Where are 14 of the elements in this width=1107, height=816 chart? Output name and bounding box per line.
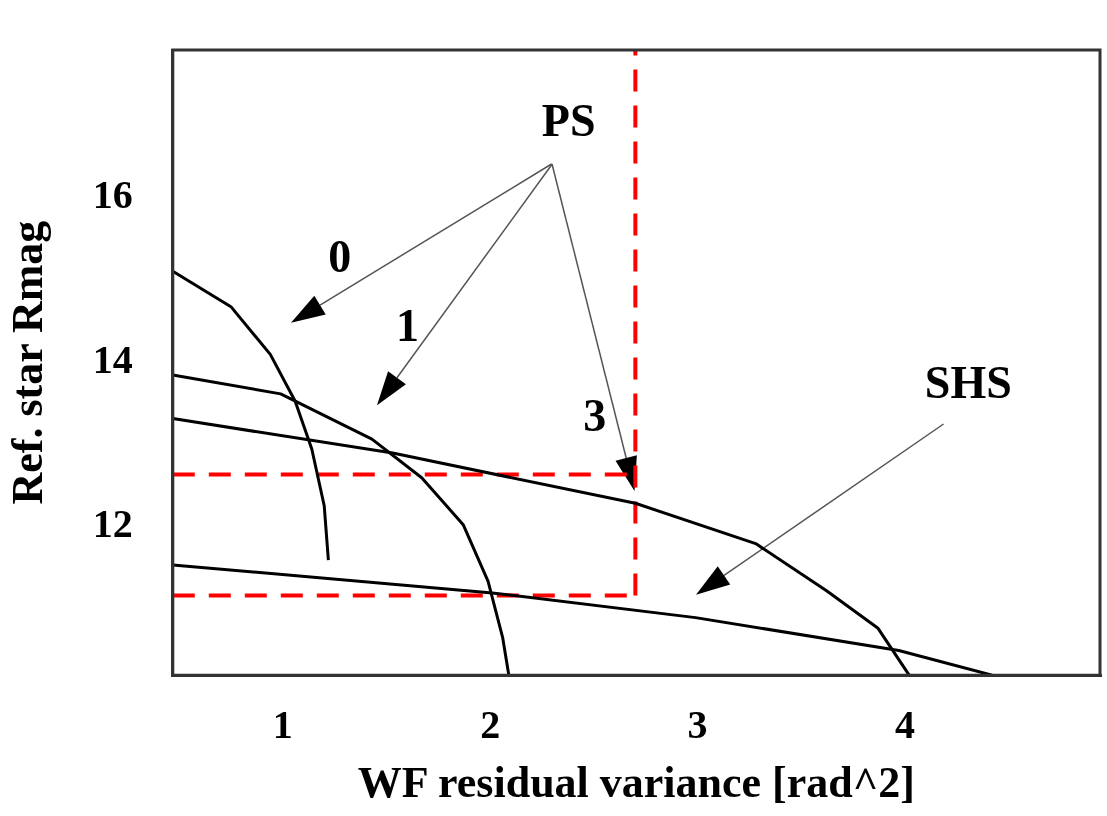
y-tick-label: 16	[92, 172, 133, 218]
annotation: 0	[328, 230, 352, 282]
annotation: SHS	[924, 357, 1012, 409]
x-tick-label: 2	[480, 701, 501, 747]
x-tick-label: 4	[895, 701, 916, 747]
annotation: PS	[541, 94, 596, 146]
annotation: 1	[395, 300, 419, 352]
x-tick-label: 3	[687, 701, 708, 747]
y-tick-label: 12	[92, 501, 133, 547]
y-tick-label: 14	[92, 336, 133, 382]
x-axis-title: WF residual variance [rad^2]	[357, 757, 915, 807]
y-axis-title: Ref. star Rmag	[2, 220, 52, 505]
annotation: 3	[583, 390, 607, 442]
x-tick-label: 1	[272, 701, 293, 747]
